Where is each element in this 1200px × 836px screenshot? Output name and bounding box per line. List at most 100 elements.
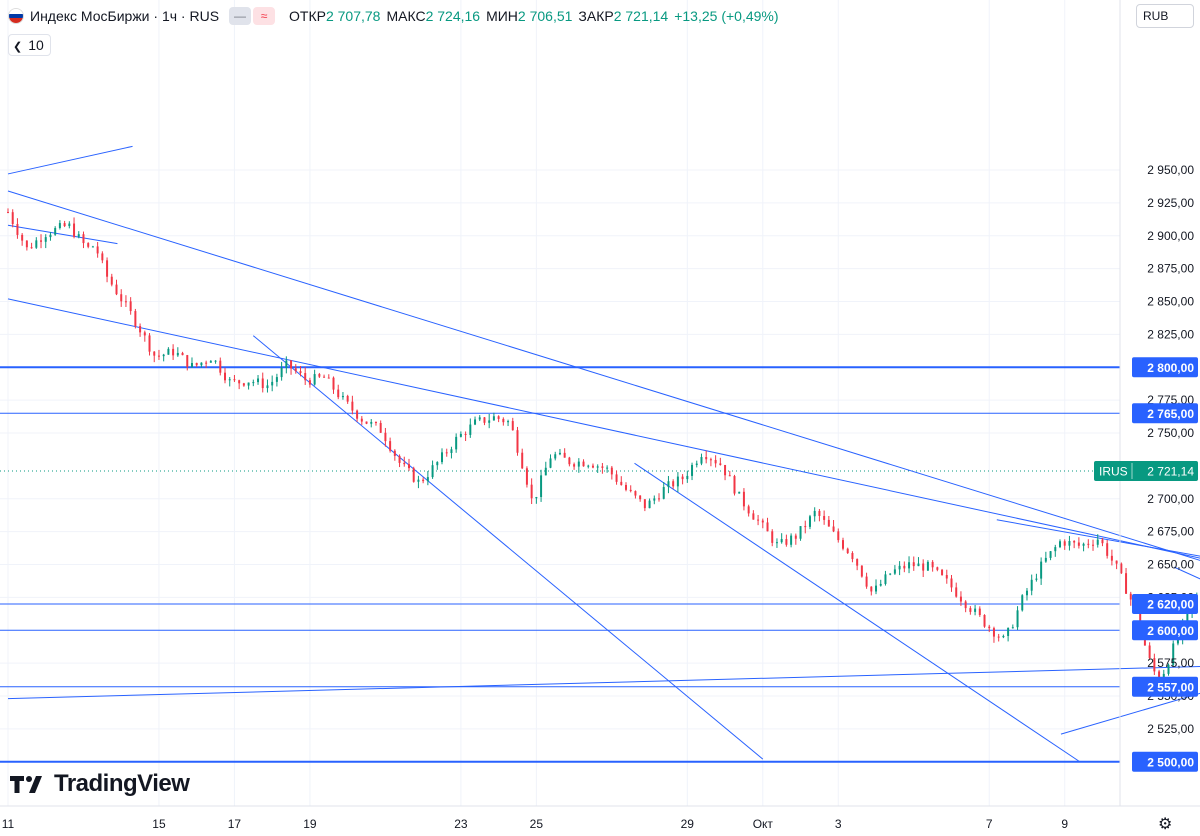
candle-body bbox=[337, 389, 340, 398]
candle-body bbox=[214, 360, 217, 362]
chart-legend: Индекс МосБиржи · 1ч · RUS — ≈ ОТКР 2 707,… bbox=[8, 6, 779, 26]
trend-line[interactable] bbox=[634, 462, 1081, 763]
trend-line[interactable] bbox=[7, 655, 1200, 700]
trend-line[interactable] bbox=[1060, 622, 1200, 735]
trend-line[interactable] bbox=[7, 298, 1200, 640]
candle-body bbox=[988, 626, 991, 629]
candle-body bbox=[459, 433, 462, 437]
horizontal-levels[interactable] bbox=[0, 366, 1120, 763]
price-tick-label: 2 925,00 bbox=[1147, 196, 1194, 210]
price-tick-label: 2 675,00 bbox=[1147, 525, 1194, 539]
candle-body bbox=[134, 311, 137, 327]
candle-body bbox=[327, 377, 330, 379]
candle-body bbox=[530, 484, 533, 499]
candle-body bbox=[1007, 627, 1010, 636]
candle-body bbox=[785, 539, 788, 545]
candle-body bbox=[1153, 658, 1156, 672]
candle-body bbox=[1110, 555, 1113, 561]
candle-body bbox=[997, 636, 1000, 638]
candle-body bbox=[195, 362, 198, 366]
candle-body bbox=[445, 452, 448, 454]
candle-body bbox=[813, 510, 816, 517]
candle-body bbox=[106, 260, 109, 277]
compare-toggles[interactable]: — ≈ bbox=[229, 7, 276, 25]
gear-icon[interactable]: ⚙ bbox=[1158, 816, 1173, 833]
candle-body bbox=[1030, 579, 1033, 591]
candle-body bbox=[1035, 578, 1038, 580]
time-tick-label: 23 bbox=[454, 817, 468, 831]
trend-line[interactable] bbox=[7, 190, 1200, 624]
trend-line[interactable] bbox=[252, 335, 764, 760]
candle-body bbox=[1073, 541, 1076, 543]
candle-body bbox=[540, 475, 543, 497]
time-axis[interactable]: 11151719232529Окт37913151721 bbox=[2, 817, 1200, 831]
candle-body bbox=[157, 355, 160, 357]
candle-body bbox=[1040, 561, 1043, 579]
candle-body bbox=[129, 301, 132, 312]
candle-body bbox=[544, 467, 547, 476]
candle-body bbox=[228, 379, 231, 381]
price-level-tag bbox=[1132, 593, 1198, 614]
trend-line[interactable] bbox=[996, 519, 1200, 598]
time-axis-bg bbox=[0, 806, 1200, 836]
candle-body bbox=[190, 362, 193, 367]
tradingview-logo[interactable]: TradingView bbox=[8, 770, 190, 798]
symbol-title[interactable]: Индекс МосБиржи · 1ч · RUS bbox=[30, 8, 220, 24]
price-tick-label: 2 875,00 bbox=[1147, 262, 1194, 276]
candle-body bbox=[7, 212, 9, 214]
candle-body bbox=[63, 223, 66, 227]
price-level-tag bbox=[1132, 676, 1198, 697]
currency-selector[interactable]: RUB bbox=[1136, 4, 1194, 28]
price-level-tag bbox=[1132, 403, 1198, 424]
candle-body bbox=[1002, 635, 1005, 638]
candle-body bbox=[365, 421, 368, 424]
candles bbox=[7, 208, 1198, 689]
candle-body bbox=[1077, 542, 1080, 546]
candle-body bbox=[978, 608, 981, 615]
price-tick-label: 2 575,00 bbox=[1147, 656, 1194, 670]
candle-body bbox=[285, 360, 288, 368]
last-price-symbol: IRUS bbox=[1099, 464, 1128, 478]
candle-body bbox=[662, 487, 665, 499]
candle-body bbox=[313, 374, 316, 385]
candle-body bbox=[648, 500, 651, 509]
candle-body bbox=[521, 452, 524, 469]
candle-body bbox=[464, 433, 467, 435]
candle-body bbox=[1082, 543, 1085, 546]
price-axis[interactable]: 2 525,002 550,002 575,002 625,002 650,00… bbox=[1147, 163, 1194, 736]
candle-body bbox=[393, 450, 396, 456]
candle-body bbox=[455, 436, 458, 450]
candle-body bbox=[865, 576, 868, 587]
candle-body bbox=[1063, 541, 1066, 546]
candle-body bbox=[101, 253, 104, 261]
trend-lines[interactable] bbox=[7, 145, 1200, 763]
candle-body bbox=[695, 463, 698, 465]
candle-body bbox=[691, 464, 694, 476]
indicator-value: 10 bbox=[28, 37, 44, 53]
indicator-chip[interactable]: ❮ 10 bbox=[8, 34, 51, 56]
candle-body bbox=[280, 367, 283, 378]
candle-body bbox=[247, 382, 250, 386]
candle-body bbox=[804, 526, 807, 528]
candle-body bbox=[898, 565, 901, 570]
candle-body bbox=[407, 464, 410, 469]
candle-body bbox=[40, 240, 43, 242]
candle-body bbox=[1087, 543, 1090, 545]
last-price-value: 2 721,14 bbox=[1147, 464, 1194, 478]
price-tick-label: 2 900,00 bbox=[1147, 229, 1194, 243]
candle-body bbox=[186, 355, 189, 367]
candle-body bbox=[1016, 610, 1019, 628]
trend-line[interactable] bbox=[7, 145, 133, 175]
candle-body bbox=[483, 417, 486, 423]
candle-body bbox=[374, 422, 377, 424]
candle-body bbox=[120, 294, 123, 302]
candle-body bbox=[573, 464, 576, 467]
candle-body bbox=[771, 531, 774, 543]
candle-body bbox=[724, 464, 727, 476]
candle-body bbox=[356, 410, 359, 419]
trend-line[interactable] bbox=[7, 224, 118, 245]
candle-body bbox=[969, 608, 972, 612]
low-label: МИН bbox=[486, 8, 518, 24]
candle-body bbox=[1125, 573, 1128, 594]
